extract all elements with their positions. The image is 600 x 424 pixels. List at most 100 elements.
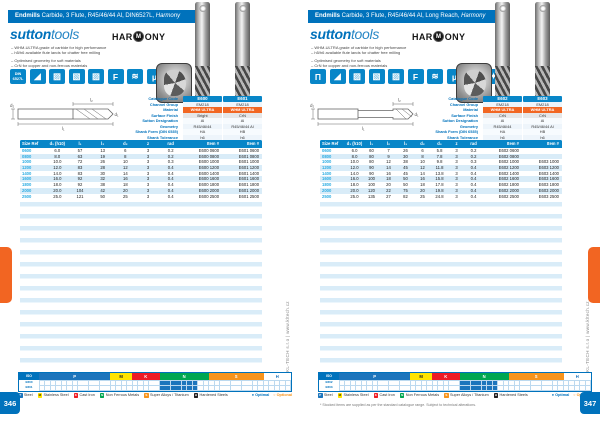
iso-cell — [280, 386, 285, 390]
dim-label-d1: d₁ — [115, 112, 120, 117]
iso-cell — [181, 380, 187, 385]
size-ref: 0800 — [22, 153, 32, 159]
dim-value: 18.0 — [350, 182, 359, 188]
legend-label: Non Ferrous Metals — [405, 393, 440, 398]
iso-cell — [399, 386, 405, 390]
item-code: E602 1800 — [498, 182, 519, 188]
dim-value: 3 — [455, 182, 458, 188]
dim-value: 14.0 — [350, 170, 359, 176]
dim-label-d2: d₂ — [310, 103, 315, 108]
item-code: E602 2500 — [498, 193, 519, 199]
item-code: E601 1000 — [238, 159, 260, 165]
dim-value: 92 — [77, 176, 83, 182]
bullet-item: Optimised geometry for soft materials — [311, 58, 461, 63]
spec-row: Shank Tolerance h6 h6 — [20, 134, 262, 140]
spec-value: h6 — [523, 134, 562, 140]
spec-value: HB — [523, 129, 562, 135]
iso-segment-P: P — [339, 373, 411, 380]
iso-row-label: E601 — [25, 385, 33, 390]
iso-segment-K: K — [432, 373, 460, 380]
iso-cell — [94, 380, 100, 385]
legend-item: P Steel — [18, 393, 33, 398]
iso-cell — [367, 380, 372, 385]
spec-value: WHM ULTRA — [483, 107, 522, 113]
dim-value: 38 — [403, 159, 408, 165]
bullet-item: Optimised geometry for soft materials — [11, 58, 161, 63]
iso-corner-label: ISO — [319, 373, 339, 380]
iso-matrix-row: E602 — [319, 380, 591, 386]
iso-material-chart: ISO P M K N S H E602 E603 — [318, 372, 592, 392]
column-header: l₂ — [386, 141, 391, 146]
iso-cell — [61, 386, 67, 390]
iso-header-row: ISO P M K N S H — [319, 373, 591, 380]
spec-value: HB — [223, 129, 262, 135]
harmony-logo: HAR M ONY — [112, 31, 165, 42]
dim-value: 0.4 — [470, 182, 477, 188]
iso-cell — [121, 386, 127, 390]
iso-cell — [258, 380, 263, 385]
iso-cell — [78, 380, 83, 385]
dim-value: 13 — [100, 148, 106, 153]
iso-cell — [503, 386, 509, 390]
spec-row: Geometry R45/46/44 R45/46/44 Al — [320, 123, 562, 129]
iso-cell — [45, 380, 50, 385]
dim-value: 90 — [369, 170, 374, 176]
ramp-profile-icon: ◢ — [329, 69, 346, 84]
iso-cell — [203, 380, 209, 385]
iso-cell — [399, 380, 405, 385]
iso-cell — [198, 380, 203, 385]
item-code: E602 0800 — [498, 153, 519, 159]
spec-value: CrN — [483, 112, 522, 118]
item-code: E600 0800 — [198, 153, 220, 159]
column-header: Size Ref — [322, 141, 339, 146]
empty-note-rows — [20, 202, 262, 370]
legend-markers: ● Optimal○ Optional — [252, 393, 292, 397]
spec-value: R45/46/44 — [183, 123, 222, 129]
iso-segment-P: P — [39, 373, 111, 380]
spec-value: HA — [183, 129, 222, 135]
iso-cell — [356, 380, 361, 385]
dim-value: 14 — [386, 165, 391, 171]
iso-cell — [285, 386, 291, 390]
column-header: l₁ — [78, 141, 82, 146]
iso-cell — [569, 386, 574, 390]
item-code: E600 2500 — [198, 193, 220, 199]
iso-cell — [481, 380, 487, 385]
size-ref: 2500 — [22, 193, 32, 199]
iso-cell — [274, 380, 280, 385]
spec-value: E602 — [483, 96, 522, 102]
spec-label: Shank Tolerance — [447, 134, 478, 140]
iso-matrix-row: E603 — [319, 385, 591, 391]
spec-label: Shank Tolerance — [147, 134, 178, 140]
page-header-bar: Endmills Carbide, 3 Flute, R45/46/44 Al,… — [8, 10, 206, 23]
iso-cell — [574, 380, 580, 385]
iso-cell — [88, 386, 94, 390]
iso-cell — [274, 386, 280, 390]
dim-value: 19.8 — [435, 187, 444, 193]
dim-value: 25 — [123, 193, 128, 199]
iso-cell — [170, 386, 176, 390]
dim-label-l2: l₂ — [90, 98, 93, 103]
optional-marker: ○ Optional — [273, 393, 292, 398]
spec-row: Material WHM ULTRA WHM ULTRA — [20, 107, 262, 113]
dim-value: 8.0 — [351, 153, 358, 159]
dim-value: 30 — [100, 170, 106, 176]
dim-value: 26 — [100, 159, 106, 165]
iso-cell — [181, 386, 187, 390]
item-code: E601 0600 — [238, 148, 260, 153]
dim-value: 3 — [455, 153, 458, 159]
spec-label: Catalogue Code — [448, 96, 478, 101]
iso-cell — [378, 386, 383, 390]
dim-value: 80 — [369, 159, 374, 165]
iso-row-label: E603 — [325, 385, 333, 390]
iso-cell — [476, 380, 481, 385]
iso-cell — [470, 386, 476, 390]
dim-value: 10.0 — [350, 159, 359, 165]
dim-value: 0.2 — [470, 153, 477, 159]
iso-cell — [383, 386, 389, 390]
header-product: Endmills — [315, 13, 341, 19]
dim-value: 16 — [420, 176, 425, 182]
dim-value: 12.0 — [53, 165, 62, 171]
side-milling-icon: ▧ — [68, 69, 85, 84]
legend-label: Super Alloys / Titanium — [449, 393, 489, 398]
